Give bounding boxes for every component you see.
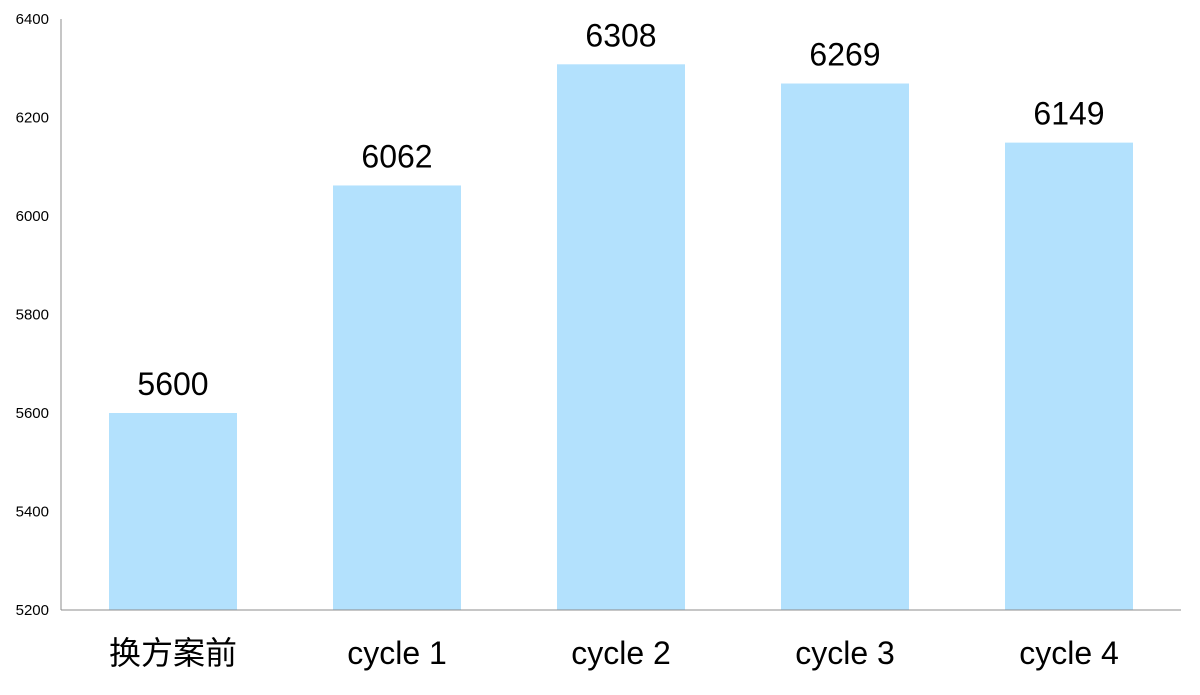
data-labels-layer: 5600 6062 6308 6269 6149 [137, 17, 1104, 402]
bars-layer [109, 64, 1133, 610]
x-axis-ticks: 换方案前 cycle 1 cycle 2 cycle 3 cycle 4 [109, 635, 1119, 671]
bar-2 [333, 185, 461, 610]
bar-4 [781, 83, 909, 610]
x-tick-label: cycle 4 [1019, 635, 1119, 671]
y-tick-label: 5800 [16, 307, 49, 324]
y-tick-label: 6200 [16, 110, 49, 127]
y-tick-label: 5600 [16, 405, 49, 422]
data-label: 5600 [137, 366, 208, 402]
x-tick-label: cycle 3 [795, 635, 895, 671]
x-tick-label: cycle 2 [571, 635, 671, 671]
y-tick-label: 5200 [16, 602, 49, 619]
data-label: 6062 [361, 138, 432, 174]
bar-1 [109, 413, 237, 610]
y-axis-ticks: 5200 5400 5600 5800 6000 6200 6400 [16, 11, 49, 619]
bar-5 [1005, 142, 1133, 610]
bar-3 [557, 64, 685, 610]
y-tick-label: 5400 [16, 504, 49, 521]
data-label: 6269 [809, 37, 880, 73]
x-tick-label: 换方案前 [109, 635, 237, 671]
y-tick-label: 6000 [16, 208, 49, 225]
y-tick-label: 6400 [16, 11, 49, 28]
data-label: 6149 [1033, 96, 1104, 132]
data-label: 6308 [585, 17, 656, 53]
x-tick-label: cycle 1 [347, 635, 447, 671]
